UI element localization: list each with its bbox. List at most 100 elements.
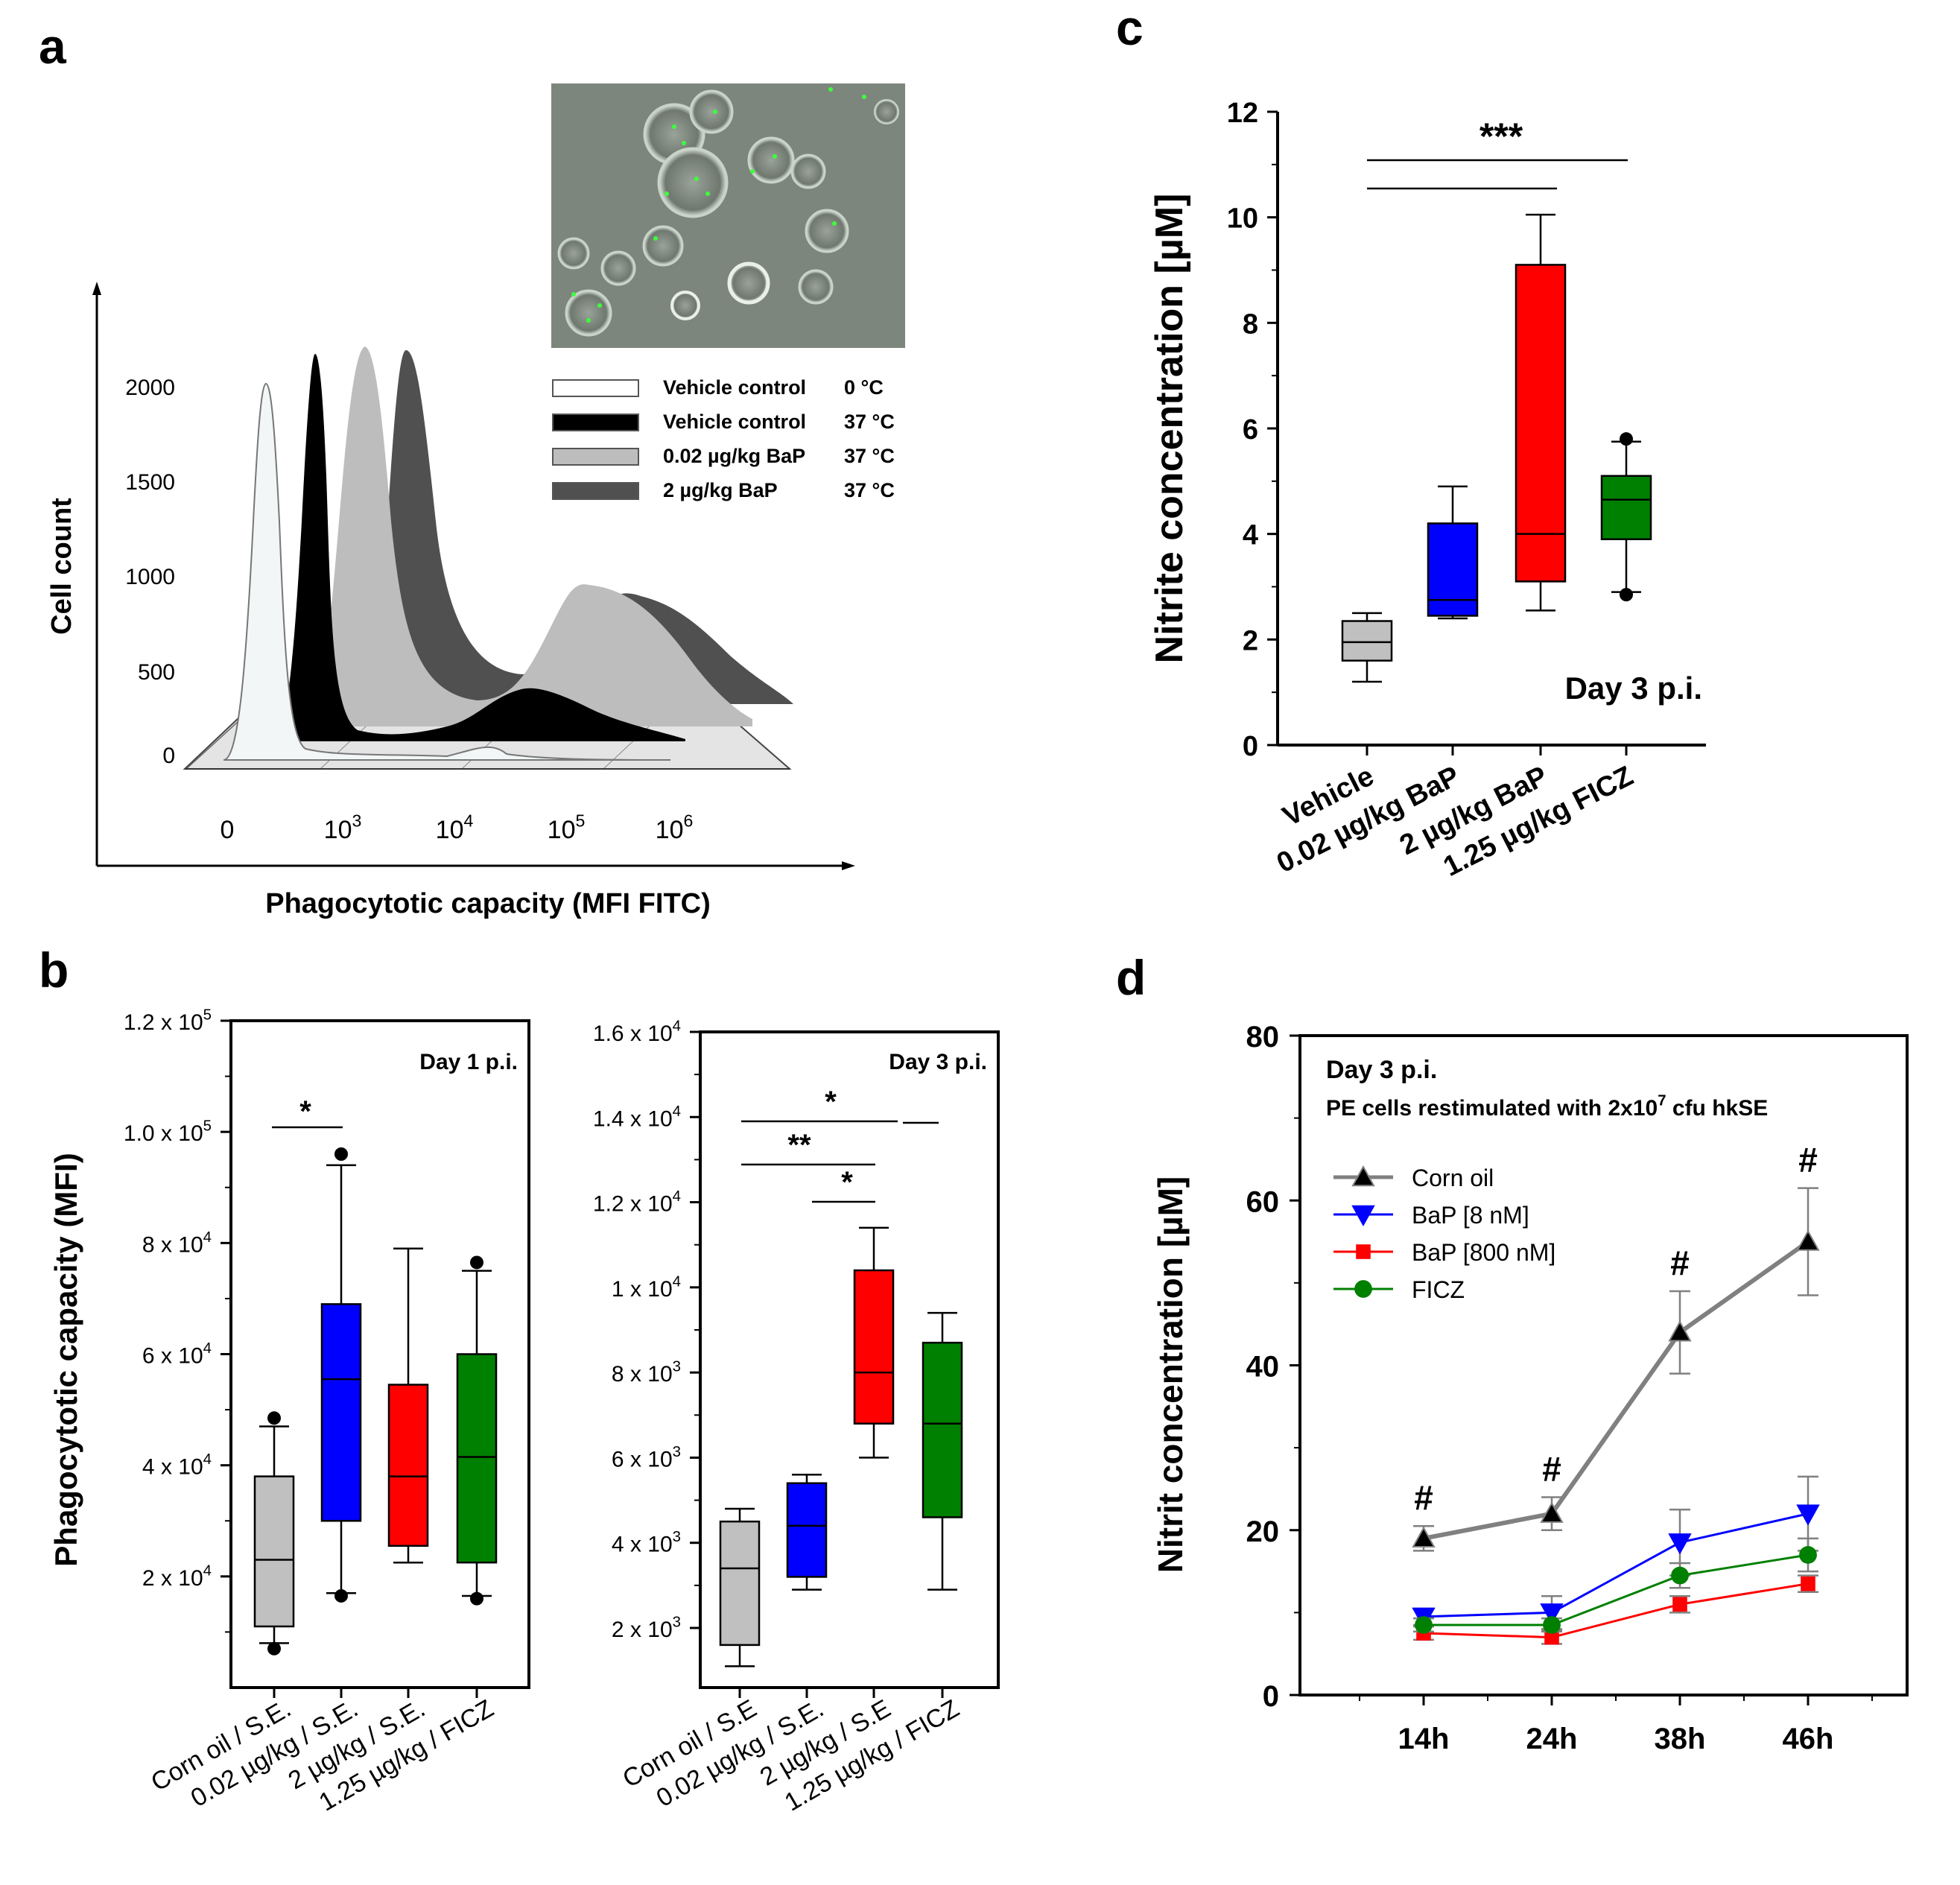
significance-label: * xyxy=(841,1166,853,1199)
x-category-label: 46h xyxy=(1783,1723,1834,1755)
x-category-label: 14h xyxy=(1398,1723,1450,1755)
panel-a-y-ticks: 0 500 1000 1500 2000 xyxy=(125,376,175,768)
box-2 xyxy=(1515,264,1567,583)
box-1 xyxy=(1427,522,1479,617)
legend-swatch xyxy=(552,448,639,466)
data-point xyxy=(1543,1616,1561,1634)
data-point xyxy=(1671,1566,1689,1585)
y-tick-label: 60 xyxy=(1246,1185,1280,1218)
legend-label: 2 µg/kg BaP xyxy=(663,479,778,501)
outlier-point xyxy=(470,1255,483,1270)
significance-hash: # xyxy=(1798,1141,1818,1179)
series-line-3 xyxy=(1424,1553,1809,1626)
panel-d-label: d xyxy=(1116,950,1146,1005)
y-tick-label: 4 x 103 xyxy=(612,1529,681,1557)
y-tick-label: 0 xyxy=(1263,1680,1279,1713)
y-tick-label: 20 xyxy=(1246,1515,1280,1548)
day-annotation: Day 3 p.i. xyxy=(1565,671,1702,706)
y-tick-label: 4 x 104 xyxy=(142,1451,212,1480)
histogram-2ugkg-bap xyxy=(350,350,793,704)
y-tick-label: 8 xyxy=(1243,308,1258,340)
box-1 xyxy=(786,1482,828,1578)
box-0 xyxy=(253,1475,295,1628)
data-point xyxy=(1796,1504,1820,1526)
y-tick-label: 1.6 x 104 xyxy=(593,1018,681,1047)
data-point xyxy=(1672,1597,1687,1612)
y-tick-label: 6 x 103 xyxy=(612,1444,681,1472)
legend-label: Corn oil xyxy=(1412,1165,1494,1191)
data-point xyxy=(1540,1501,1564,1523)
histogram-vehicle-37c xyxy=(272,354,685,741)
significance-hash: # xyxy=(1414,1478,1433,1517)
x-tick-label: 106 xyxy=(656,811,694,844)
histogram-002ugkg-bap xyxy=(298,346,752,726)
outlier-point xyxy=(334,1147,348,1161)
plot-frame xyxy=(699,1030,1000,1689)
y-tick-label: 500 xyxy=(138,660,175,685)
data-point xyxy=(1668,1320,1692,1342)
panel-a-y-label: Cell count xyxy=(46,498,77,635)
y-tick-label: 1.0 x 105 xyxy=(124,1118,212,1147)
panel-b-day3-chart: 2 x 103 4 x 103 6 x 103 8 x 103 1 x 104 1.2 x… xyxy=(593,1018,1000,1817)
panel-b-y-label: Phagocytotic capacity (MFI) xyxy=(48,1153,83,1566)
annotation-line2: PE cells restimulated with 2x107 cfu hkS… xyxy=(1326,1093,1768,1121)
panel-a-y-arrow xyxy=(92,282,101,295)
panel-a-x-arrow xyxy=(842,861,855,870)
legend-temp: 37 °C xyxy=(844,445,895,467)
x-category-label: 24h xyxy=(1526,1723,1578,1755)
series-line-0 xyxy=(1423,1240,1810,1541)
y-tick-label: 80 xyxy=(1246,1021,1280,1054)
y-tick-label: 6 x 104 xyxy=(142,1340,212,1369)
y-tick-label: 8 x 104 xyxy=(142,1229,212,1258)
significance-label: * xyxy=(825,1086,837,1118)
data-point xyxy=(1540,1603,1564,1625)
panel-b-day1-chart: 2 x 104 4 x 104 6 x 104 8 x 104 1.0 x 105 1.2… xyxy=(124,1007,530,1817)
data-point xyxy=(1544,1629,1559,1645)
legend-temp: 37 °C xyxy=(844,411,895,433)
series-line-1 xyxy=(1423,1512,1809,1618)
box-0 xyxy=(1341,620,1393,662)
y-tick-label: 4 xyxy=(1243,520,1258,551)
significance-hash: # xyxy=(1542,1450,1561,1489)
x-tick-label: 105 xyxy=(548,811,586,844)
legend-temp: 37 °C xyxy=(844,479,895,501)
y-tick-label: 40 xyxy=(1246,1351,1280,1384)
box-3 xyxy=(922,1341,963,1518)
outlier-point xyxy=(470,1591,483,1606)
legend-temp: 0 °C xyxy=(844,376,884,399)
y-tick-label: 8 x 103 xyxy=(612,1359,681,1387)
day-annotation: Day 1 p.i. xyxy=(419,1050,518,1074)
significance-label: ** xyxy=(787,1129,811,1162)
significance-label: *** xyxy=(1479,115,1523,157)
panel-a-legend: Vehicle control 0 °C Vehicle control 37 °C 0… xyxy=(552,376,895,501)
box-3 xyxy=(1600,475,1652,540)
y-tick-label: 6 xyxy=(1243,414,1258,446)
box-2 xyxy=(387,1384,429,1547)
y-tick-label: 10 xyxy=(1227,203,1258,235)
panel-a-x-label: Phagocytotic capacity (MFI FITC) xyxy=(265,888,711,919)
panel-a-x-ticks: 0 103 104 105 106 xyxy=(221,811,694,844)
panel-d: d Nitrit concentration [µM] 0 20 40 60 80 14h… xyxy=(1116,950,1909,1755)
x-tick-label: 0 xyxy=(221,816,235,844)
panel-c-label: c xyxy=(1116,0,1144,55)
annotation-line1: Day 3 p.i. xyxy=(1326,1056,1437,1084)
outlier-point xyxy=(267,1641,281,1656)
data-point xyxy=(1412,1526,1436,1548)
y-tick-label: 1.4 x 104 xyxy=(593,1103,681,1132)
y-tick-label: 2 x 103 xyxy=(612,1615,681,1643)
significance-hash: # xyxy=(1670,1244,1690,1282)
box-0 xyxy=(719,1520,761,1647)
box-3 xyxy=(456,1353,498,1564)
panel-a: a 0 500 1000 1500 2000 0 103 104 105 106 Cell co… xyxy=(39,19,905,919)
legend-marker xyxy=(1351,1165,1375,1187)
x-tick-label: 103 xyxy=(324,811,362,844)
panel-b: b Phagocytotic capacity (MFI) 2 x 104 4 x… xyxy=(39,942,1000,1817)
y-tick-label: 2 xyxy=(1243,625,1258,656)
y-tick-label: 2000 xyxy=(125,376,175,400)
y-tick-label: 1.2 x 105 xyxy=(124,1007,212,1036)
data-point xyxy=(1801,1576,1815,1591)
y-tick-label: 1000 xyxy=(125,565,175,589)
day-annotation: Day 3 p.i. xyxy=(889,1050,987,1074)
legend-label: BaP [800 nM] xyxy=(1412,1239,1555,1266)
outlier-point xyxy=(1620,432,1633,446)
